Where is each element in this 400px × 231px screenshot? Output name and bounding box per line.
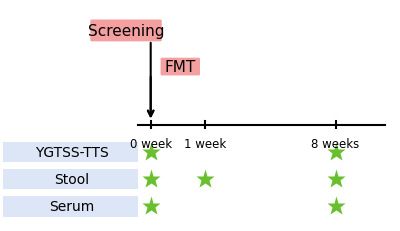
Text: 8 weeks: 8 weeks (312, 137, 360, 150)
FancyBboxPatch shape (90, 20, 162, 42)
FancyBboxPatch shape (160, 58, 200, 76)
Text: 0 week: 0 week (130, 137, 172, 150)
Text: FMT: FMT (165, 60, 196, 75)
Text: Stool: Stool (54, 172, 89, 186)
Text: Serum: Serum (49, 200, 94, 213)
Text: 1 week: 1 week (184, 137, 226, 150)
Text: Screening: Screening (88, 24, 164, 39)
FancyBboxPatch shape (3, 169, 138, 189)
Text: YGTSS-TTS: YGTSS-TTS (35, 145, 109, 159)
FancyBboxPatch shape (3, 196, 138, 217)
FancyBboxPatch shape (3, 142, 138, 162)
